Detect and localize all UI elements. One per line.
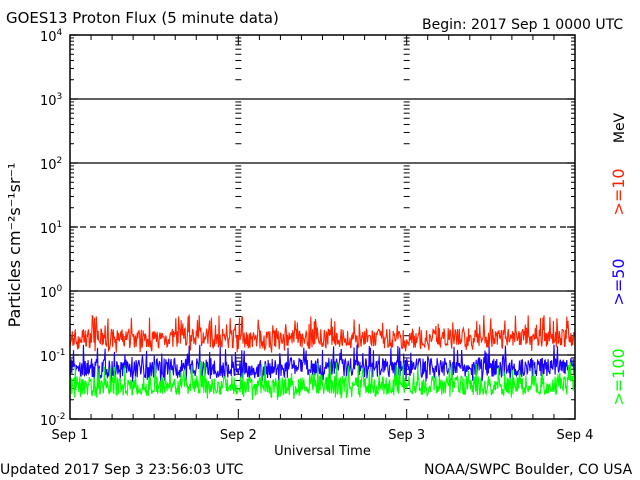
credit-label: NOAA/SWPC Boulder, CO USA bbox=[424, 462, 633, 478]
y-tick-label: 10-1 bbox=[40, 348, 66, 365]
x-tick-label: Sep 4 bbox=[557, 428, 594, 443]
x-tick-label: Sep 2 bbox=[220, 428, 257, 443]
chart-title: GOES13 Proton Flux (5 minute data) bbox=[6, 9, 279, 27]
y-axis-label: Particles cm⁻²s⁻¹sr⁻¹ bbox=[5, 163, 24, 328]
y-tick-label: 102 bbox=[40, 156, 62, 173]
x-axis-label: Universal Time bbox=[274, 444, 371, 459]
channel-50mev-label: >=50 bbox=[609, 258, 628, 305]
begin-time-label: Begin: 2017 Sep 1 0000 UTC bbox=[422, 17, 624, 33]
y-tick-label: 100 bbox=[40, 284, 63, 301]
plot-frame bbox=[69, 34, 576, 420]
x-tick-label: Sep 1 bbox=[52, 428, 89, 443]
y-tick-label: 10-2 bbox=[40, 412, 66, 429]
y-tick-label: 103 bbox=[40, 92, 62, 109]
x-tick-label: Sep 3 bbox=[388, 428, 425, 443]
y-tick-label: 101 bbox=[40, 220, 62, 237]
updated-timestamp: Updated 2017 Sep 3 23:56:03 UTC bbox=[0, 462, 244, 478]
series-line-2 bbox=[69, 361, 576, 400]
unit-label: MeV bbox=[612, 112, 628, 143]
y-tick-label: 104 bbox=[40, 28, 63, 45]
series-line-0 bbox=[69, 314, 576, 353]
series-line-1 bbox=[69, 344, 576, 383]
channel-10mev-label: >=10 bbox=[609, 168, 628, 215]
channel-100mev-label: >=100 bbox=[609, 348, 628, 405]
